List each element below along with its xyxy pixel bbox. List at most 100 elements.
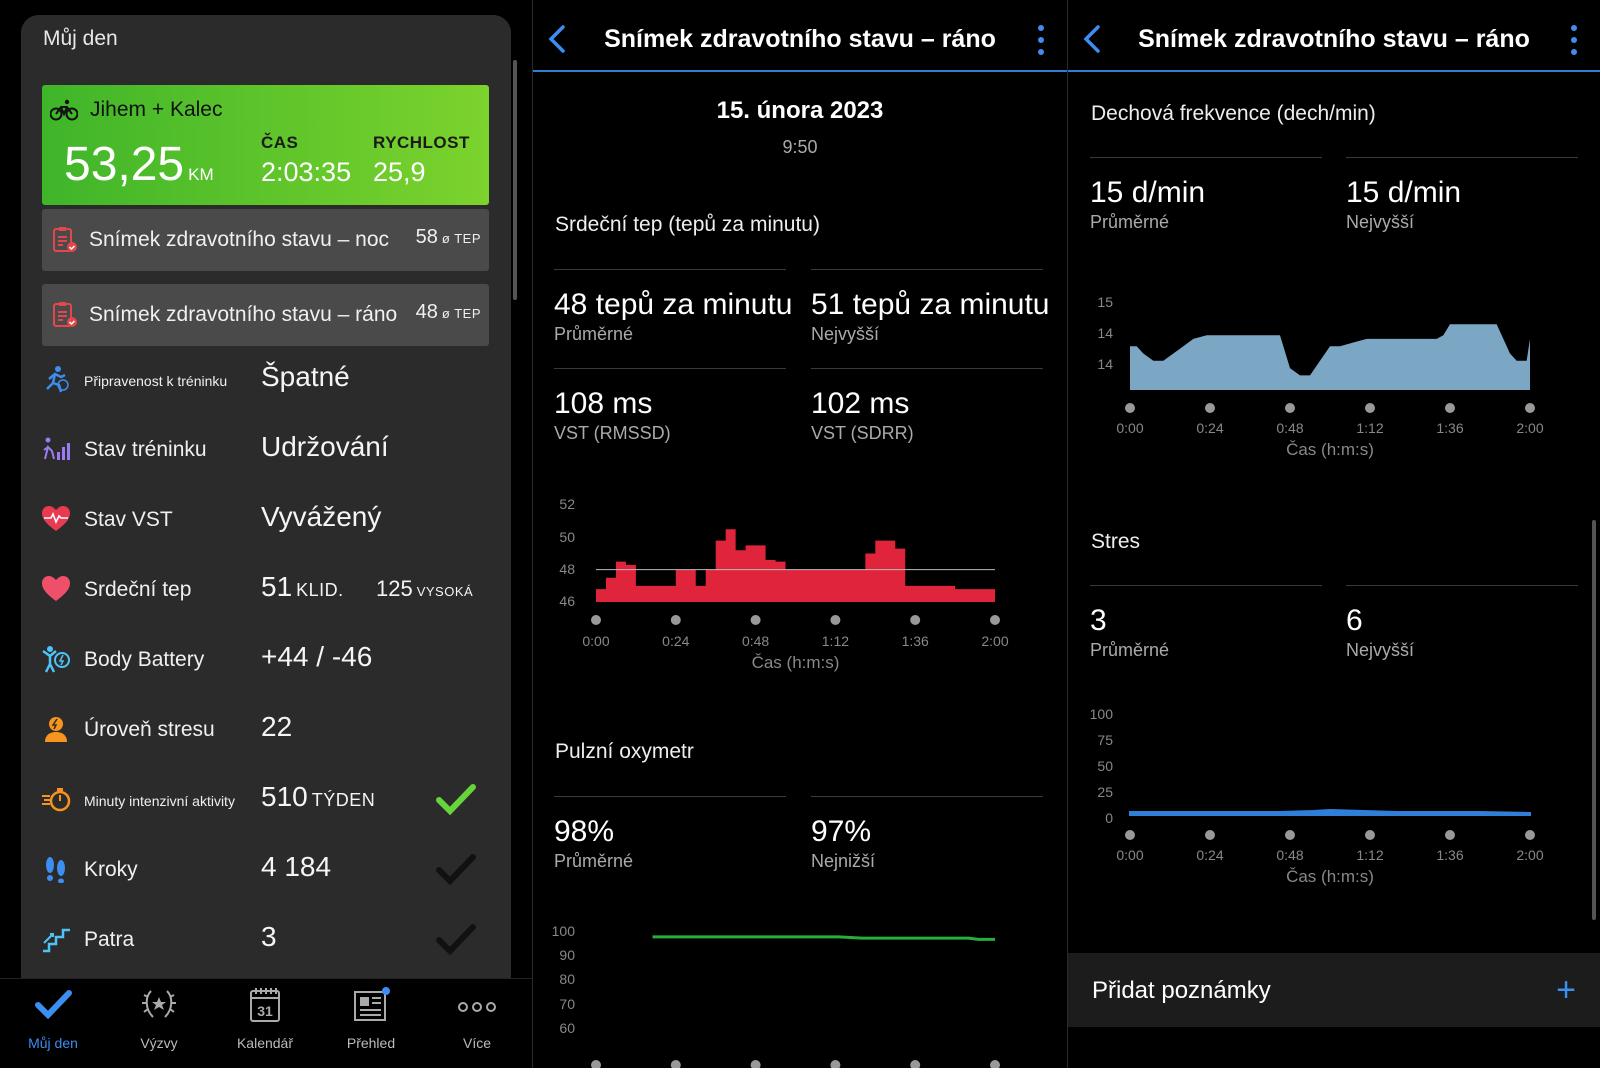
row-label: Kroky — [84, 858, 138, 881]
x-tick-dot — [750, 1060, 761, 1068]
row-training-status[interactable]: Stav tréninku Udržování — [21, 419, 511, 479]
my-day-card: Můj den Jihem + Kalec 53,25 KM ČAS 2:03:3… — [21, 15, 511, 1045]
row-steps[interactable]: Kroky 4 184 — [21, 839, 511, 899]
stat-value: 98% — [554, 815, 615, 848]
row-label: Body Battery — [84, 648, 205, 671]
y-tick-label: 15 — [1097, 295, 1113, 310]
add-notes-button[interactable]: Přidat poznámky + — [1068, 953, 1600, 1027]
row-stress-level[interactable]: Úroveň stresu 22 — [21, 699, 511, 759]
scrollbar[interactable] — [513, 60, 517, 300]
row-value: Špatné — [261, 361, 350, 392]
x-tick-label: 2:00 — [981, 633, 1008, 649]
stress-chart: 100 75 50 25 0 0:00 0:24 0:48 1:12 1:36 2:00 Čas (h… — [1090, 706, 1544, 886]
more-vertical-icon[interactable] — [1570, 24, 1578, 56]
health-snapshot-screen-1: Snímek zdravotního stavu – ráno 15. únor… — [533, 0, 1067, 1068]
x-axis-title: Čas (h:m:s) — [1286, 440, 1374, 459]
spo2-min-stat: 97% Nejnižší — [811, 796, 1043, 872]
activity-distance: 53,25 KM — [64, 138, 214, 191]
x-tick-label: 0:24 — [1196, 847, 1223, 863]
more-vertical-icon[interactable] — [1037, 24, 1045, 56]
activity-speed: 25,9 — [373, 157, 426, 187]
row-value: Vyvážený — [261, 501, 382, 532]
tab-challenges[interactable]: Výzvy — [106, 985, 212, 1051]
x-tick-dot — [591, 615, 601, 625]
x-tick-label: 1:12 — [1356, 420, 1383, 436]
training-icon — [43, 437, 70, 460]
row-floors[interactable]: Patra 3 — [21, 909, 511, 969]
x-tick-dot — [1525, 830, 1535, 840]
plus-icon: + — [1556, 971, 1576, 1009]
stat-label: Průměrné — [1090, 640, 1170, 660]
row-heart-rate[interactable]: Srdeční tep 51 KLID. 125 VYSOKÁ — [21, 559, 511, 619]
stat-label: VST (SDRR) — [811, 423, 914, 443]
x-tick-label: 0:48 — [742, 633, 769, 649]
pulse-oximeter-section-title: Pulzní oxymetr — [555, 740, 694, 763]
row-hrv-status[interactable]: Stav VST Vyvážený — [21, 489, 511, 549]
card-header: Můj den — [21, 15, 511, 63]
footprints-icon — [46, 857, 65, 883]
y-tick-label: 100 — [552, 923, 576, 939]
x-tick-dot — [1125, 403, 1135, 413]
snapshot-morning[interactable]: Snímek zdravotního stavu – ráno 48 ø TEP — [42, 284, 489, 346]
time-label: ČAS — [261, 133, 299, 152]
snapshot-night-value: 58 ø TEP — [415, 226, 481, 248]
x-tick-label: 0:00 — [582, 633, 609, 649]
stat-label: Nejnižší — [811, 851, 876, 871]
row-intensity-minutes[interactable]: Minuty intenzivní aktivity 510 TÝDEN — [21, 769, 511, 829]
header: Snímek zdravotního stavu – ráno — [1068, 0, 1600, 72]
y-tick-label: 80 — [559, 971, 575, 987]
x-tick-dot — [1285, 830, 1295, 840]
tab-label: Kalendář — [236, 1035, 294, 1051]
health-snapshot-icon — [53, 227, 77, 252]
stat-value: 102 ms — [811, 387, 910, 420]
row-label: Stav tréninku — [84, 438, 207, 461]
stairs-icon — [43, 928, 70, 953]
y-tick-label: 52 — [559, 496, 575, 512]
hr-max-stat: 51 tepů za minutu Nejvyšší — [811, 269, 1050, 345]
divider — [532, 0, 533, 1068]
x-tick-dot — [910, 615, 921, 625]
divider — [1067, 0, 1068, 1068]
row-value: 22 — [261, 711, 293, 742]
stat-value: 48 tepů za minutu — [554, 288, 793, 321]
x-tick-label: 0:00 — [1116, 847, 1143, 863]
x-tick-dot — [990, 1060, 1000, 1068]
x-tick-label: 1:12 — [1356, 847, 1383, 863]
x-tick-dot — [1365, 830, 1375, 840]
tab-more[interactable]: Více — [424, 985, 530, 1051]
row-value-secondary: 125 VYSOKÁ — [376, 576, 474, 601]
scrollbar[interactable] — [1592, 520, 1596, 920]
row-value: 51 KLID. — [261, 571, 344, 602]
my-day-screen: Můj den Jihem + Kalec 53,25 KM ČAS 2:03:3… — [0, 0, 532, 1068]
y-tick-label: 75 — [1097, 732, 1113, 748]
x-tick-dot — [1445, 403, 1455, 413]
stress-icon — [45, 717, 67, 742]
x-tick-dot — [1205, 830, 1215, 840]
x-tick-dot — [750, 615, 761, 625]
back-arrow-icon[interactable] — [1082, 24, 1102, 54]
hr-avg-stat: 48 tepů za minutu Průměrné — [554, 269, 793, 345]
bottom-tab-bar: Můj den Výzvy 31 Kalendář Přehled Více — [0, 978, 532, 1068]
back-arrow-icon[interactable] — [547, 24, 567, 54]
stress-section-title: Stres — [1091, 530, 1141, 553]
row-label: Srdeční tep — [84, 578, 192, 601]
row-body-battery[interactable]: Body Battery +44 / -46 — [21, 629, 511, 689]
goal-pending-check-icon — [436, 924, 476, 956]
x-tick-label: 1:12 — [822, 633, 849, 649]
activity-card[interactable]: Jihem + Kalec 53,25 KM ČAS 2:03:35 RYCHLO… — [42, 85, 489, 205]
hrv-sdrr-stat: 102 ms VST (SDRR) — [811, 368, 1043, 444]
snapshot-night[interactable]: Snímek zdravotního stavu – noc 58 ø TEP — [42, 209, 489, 271]
tab-calendar[interactable]: 31 Kalendář — [212, 985, 318, 1051]
heart-wave-icon — [42, 506, 70, 531]
x-tick-dot — [1285, 403, 1295, 413]
hrv-rmssd-stat: 108 ms VST (RMSSD) — [554, 368, 786, 444]
tab-overview[interactable]: Přehled — [318, 985, 424, 1051]
tab-my-day[interactable]: Můj den — [0, 985, 106, 1051]
stat-label: Průměrné — [554, 324, 634, 344]
more-icon — [458, 1002, 496, 1012]
tab-label: Přehled — [346, 1035, 396, 1051]
series-area — [1129, 808, 1531, 816]
y-tick-label: 100 — [1090, 706, 1114, 722]
row-training-readiness[interactable]: Připravenost k tréninku Špatné — [21, 349, 511, 409]
row-label: Úroveň stresu — [84, 718, 215, 741]
